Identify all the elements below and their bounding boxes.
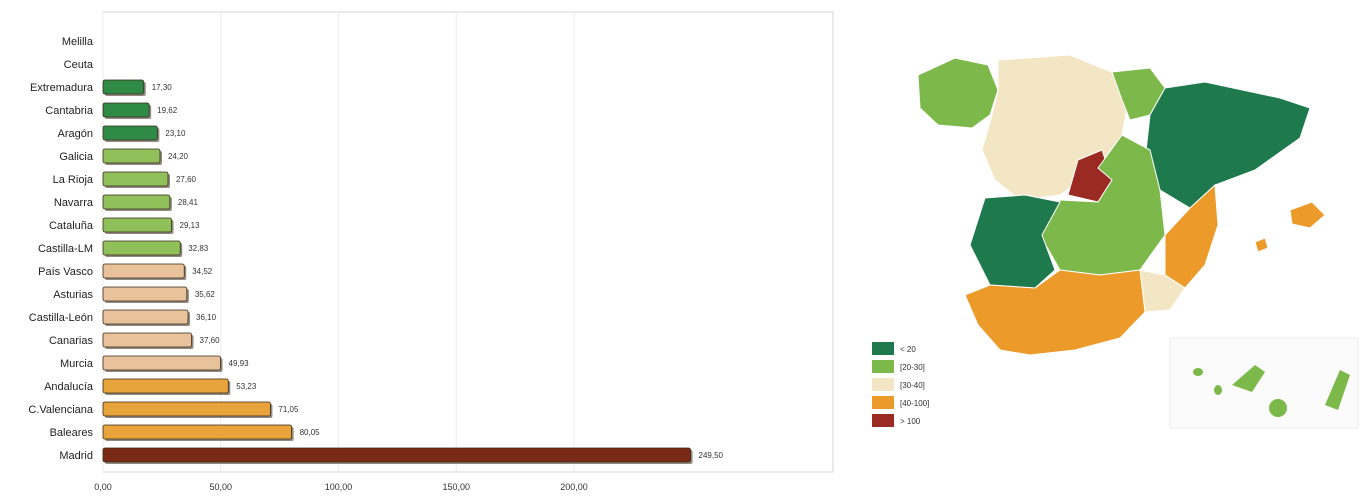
value-label: 24,20: [168, 152, 189, 161]
bar: [102, 148, 161, 164]
value-label: 17,30: [152, 83, 173, 92]
bar: [102, 378, 229, 394]
bar-chart: Madrid Baleares C.Valenciana Andalucía Murci…: [28, 11, 834, 492]
bar: [102, 125, 158, 141]
value-label: 37,60: [200, 336, 221, 345]
value-labels: 249,50 80,05 71,05 53,23 49,93 37,60 36,10 35,6…: [152, 83, 724, 460]
legend-swatch: [872, 360, 894, 373]
value-label: 19,62: [157, 106, 178, 115]
map-legend: < 20 [20-30] [30-40] [40-100] > 100: [872, 342, 929, 427]
category-label: Extremadura: [30, 82, 94, 94]
category-label: Cantabria: [45, 105, 94, 117]
value-label: 249,50: [699, 451, 724, 460]
legend-label: [20-30]: [900, 363, 925, 372]
canarias-island: [1269, 399, 1287, 417]
region-galicia: [917, 57, 999, 129]
legend-label: > 100: [900, 417, 921, 426]
bar: [102, 286, 188, 302]
value-label: 32,83: [188, 244, 209, 253]
value-label: 80,05: [300, 428, 321, 437]
region-aragon-cataluna: [1144, 81, 1311, 209]
legend-swatch: [872, 342, 894, 355]
category-label: Castilla-LM: [38, 243, 93, 255]
x-tick-label: 100,00: [325, 482, 353, 492]
bar: [102, 240, 181, 256]
plot-area: [102, 11, 834, 473]
region-valenciana: [1164, 183, 1219, 289]
spain-choropleth-map: < 20 [20-30] [30-40] [40-100] > 100: [872, 54, 1359, 429]
category-labels: Madrid Baleares C.Valenciana Andalucía Murci…: [28, 36, 94, 462]
bar: [102, 79, 145, 95]
x-tick-label: 150,00: [442, 482, 470, 492]
legend-swatch: [872, 378, 894, 391]
value-label: 23,10: [165, 129, 186, 138]
bar: [102, 102, 150, 118]
value-label: 49,93: [229, 359, 250, 368]
value-label: 34,52: [192, 267, 213, 276]
category-label: Castilla-León: [29, 312, 93, 324]
canarias-island: [1232, 365, 1265, 392]
category-label: Murcia: [60, 358, 94, 370]
legend-swatch: [872, 414, 894, 427]
category-label: C.Valenciana: [28, 404, 93, 416]
category-label: Asturias: [53, 289, 93, 301]
bar: [102, 401, 271, 417]
value-label: 53,23: [236, 382, 257, 391]
x-tick-label: 0,00: [94, 482, 112, 492]
bar: [102, 171, 169, 187]
bar: [102, 194, 171, 210]
category-label: Ceuta: [64, 59, 94, 71]
category-label: País Vasco: [38, 266, 93, 278]
bar: [102, 424, 293, 440]
category-label: Melilla: [62, 36, 94, 48]
region-andalucia: [964, 269, 1146, 356]
legend-swatch: [872, 396, 894, 409]
category-label: Aragón: [58, 128, 93, 140]
x-axis-ticks: 0,00 50,00 100,00 150,00 200,00: [94, 482, 587, 492]
category-label: Cataluña: [49, 220, 94, 232]
legend-label: [30-40]: [900, 381, 925, 390]
category-label: Andalucía: [44, 381, 94, 393]
value-label: 35,62: [195, 290, 216, 299]
bar: [102, 309, 189, 325]
bars: [102, 79, 693, 464]
bar: [102, 332, 192, 348]
category-label: Baleares: [50, 427, 94, 439]
value-label: 28,41: [178, 198, 199, 207]
category-label: Madrid: [59, 450, 93, 462]
region-baleares: [1289, 201, 1326, 229]
bar: [102, 217, 172, 233]
bar: [102, 263, 185, 279]
value-label: 71,05: [278, 405, 299, 414]
canarias-island: [1325, 370, 1350, 410]
value-label: 27,60: [176, 175, 197, 184]
category-label: Galicia: [59, 151, 94, 163]
value-label: 29,13: [180, 221, 201, 230]
x-tick-label: 200,00: [560, 482, 588, 492]
x-tick-label: 50,00: [209, 482, 232, 492]
legend-label: [40-100]: [900, 399, 929, 408]
canarias-island: [1214, 385, 1222, 395]
category-label: Navarra: [54, 197, 94, 209]
region-baleares-ibiza: [1254, 237, 1269, 253]
category-label: Canarias: [49, 335, 94, 347]
canarias-inset: [1169, 337, 1359, 429]
bar: [102, 447, 691, 463]
legend-label: < 20: [900, 345, 916, 354]
canarias-island: [1193, 368, 1203, 376]
bar: [102, 355, 221, 371]
region-extremadura: [969, 194, 1061, 289]
category-label: La Rioja: [53, 174, 94, 186]
value-label: 36,10: [196, 313, 217, 322]
